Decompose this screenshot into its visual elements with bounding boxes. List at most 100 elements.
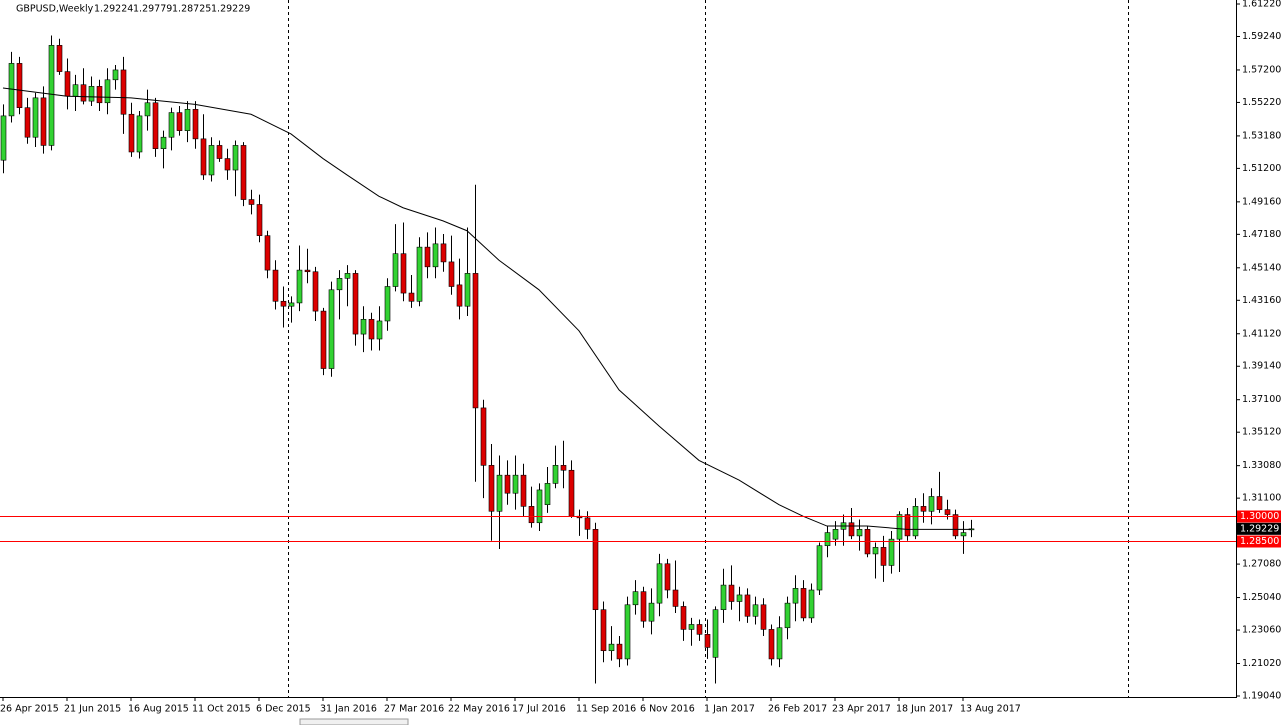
candle-body [904,514,911,537]
candle-body [304,269,311,273]
candle-body [408,292,415,302]
x-tick-label: 1 Jan 2017 [704,704,755,715]
candle-body [112,69,119,81]
candle-body [96,86,103,104]
candle-body [672,589,679,607]
candle-body [656,563,663,604]
candle-body [832,529,839,540]
candle-body [520,474,527,507]
candle-body [344,273,351,279]
candle-body [248,199,255,205]
candle-body [320,310,327,369]
y-tick-label: 1.43160 [1242,295,1281,306]
candle-body [280,300,287,307]
candle-body [272,269,279,302]
candle-body [440,243,447,263]
y-tick-label: 1.57200 [1242,64,1281,75]
header-low: 1.28725 [172,4,211,15]
y-tick-label: 1.59240 [1242,31,1281,42]
candle-body [88,86,95,102]
candle-body [960,532,967,537]
x-tick-label: 11 Oct 2015 [192,704,251,715]
candle-body [200,138,207,176]
candle-body [696,624,703,635]
candle-body [560,465,567,471]
x-tick-label: 16 Aug 2015 [128,704,189,715]
candle-body [768,629,775,660]
candle-body [648,602,655,622]
candle-body [328,289,335,369]
candle-body [912,506,919,537]
y-tick-label: 1.37100 [1242,394,1281,405]
y-tick-label: 1.25040 [1242,592,1281,603]
candle-body [544,483,551,506]
x-tick-label: 18 Jun 2017 [896,704,953,715]
candle-body [744,594,751,617]
moving-average [2,87,971,530]
candle-body [64,71,71,97]
candle-body [512,474,519,494]
y-tick-label: 1.41120 [1242,328,1281,339]
candle-body [928,496,935,512]
candle-body [288,302,295,307]
candle-body [792,588,799,604]
candle-body [240,145,247,200]
candle-body [784,602,791,629]
candle-body [632,591,639,606]
y-tick-label: 1.35120 [1242,427,1281,438]
candle-body [128,113,135,153]
candle-body [256,204,263,236]
level-label-box [1237,510,1281,523]
candle-body [736,594,743,602]
candle-body [720,584,727,611]
candle-body [168,112,175,138]
candle-body [952,514,959,537]
candle-body [824,532,831,547]
candle-body [104,79,111,104]
candle-body [40,97,47,146]
candle-body [664,563,671,591]
candle-body [368,319,375,340]
candle-body [376,320,383,340]
chart-tab[interactable] [299,718,409,725]
candle-body [432,243,439,268]
header-close: 1.29229 [211,4,250,15]
candle-body [584,517,591,530]
header-open: 1.29224 [94,4,133,15]
candle-body [352,273,359,335]
candle-body [880,547,887,566]
x-tick-label: 23 Apr 2017 [832,704,891,715]
candle-body [872,547,879,555]
candle-body [384,286,391,322]
candle-body [144,102,151,117]
x-tick-label: 26 Apr 2015 [0,704,59,715]
candle-body [816,545,823,591]
candle-body [192,109,199,140]
y-tick-label: 1.31100 [1242,493,1281,504]
last-price-label: 1.29229 [1240,523,1279,534]
level-label-box [1237,535,1281,548]
candle-body [624,604,631,660]
x-tick-label: 22 May 2016 [448,704,510,715]
candle-body [336,278,343,291]
candle-body [232,145,239,171]
x-tick-label: 13 Aug 2017 [960,704,1021,715]
candle-body [392,253,399,287]
candle-body [216,145,223,159]
candle-body [48,45,55,146]
candle-body [472,273,479,409]
candle-body [680,606,687,630]
candle-body [24,107,31,138]
candle-body [264,235,271,271]
candle-body [136,115,143,153]
x-tick-label: 11 Sep 2016 [576,704,636,715]
candle-body [808,589,815,619]
candle-body [536,489,543,524]
y-tick-label: 1.19040 [1242,691,1281,702]
candle-body [56,45,63,72]
candle-body [416,246,423,302]
level-label: 1.30000 [1240,511,1279,522]
